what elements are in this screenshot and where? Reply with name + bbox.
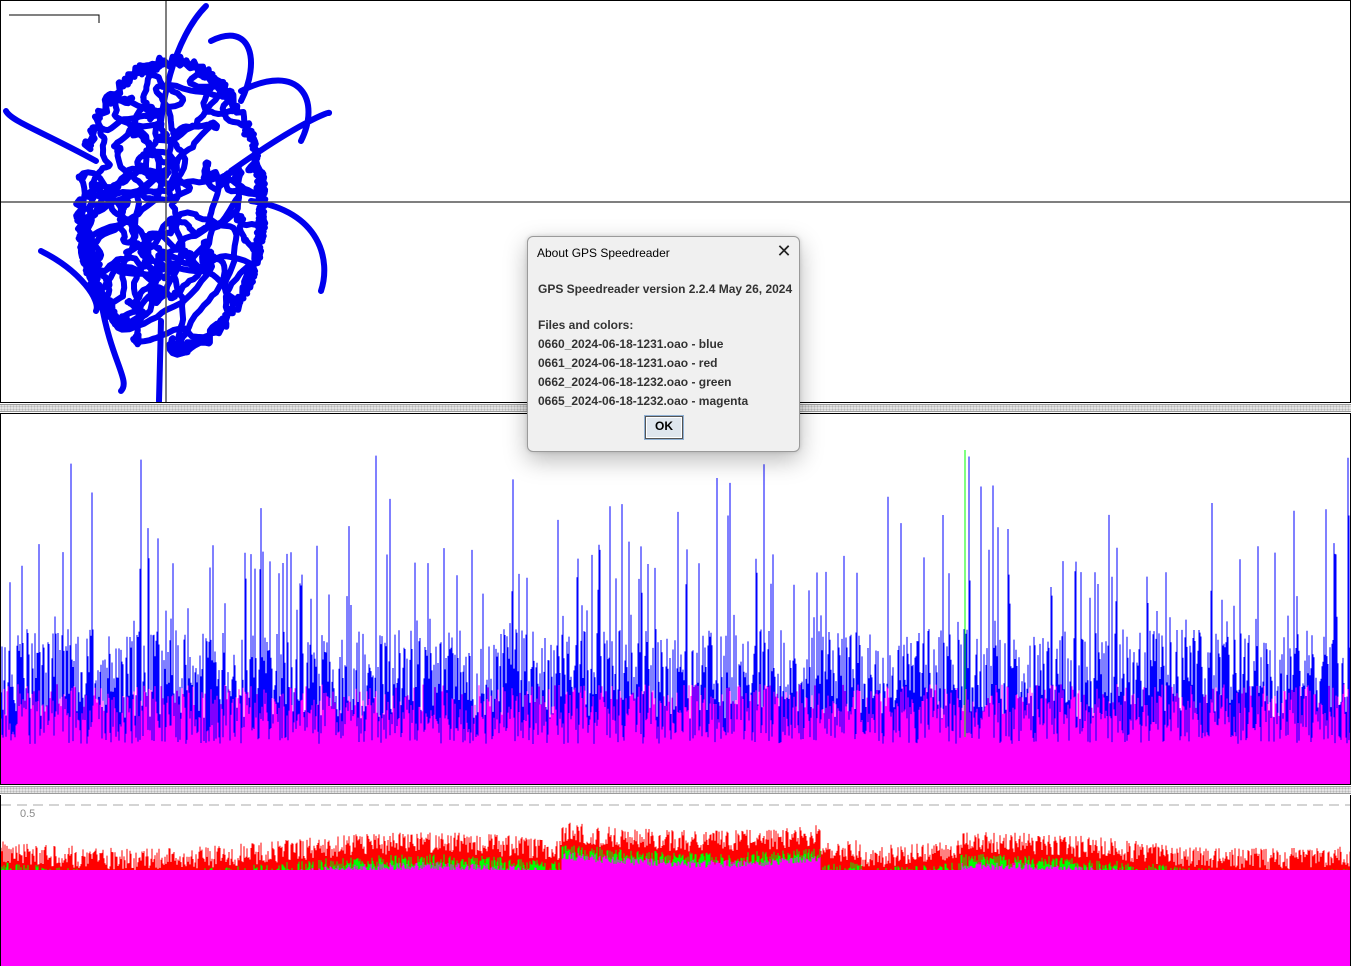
file-entry-magenta: 0665_2024-06-18-1232.oao - magenta: [538, 394, 749, 408]
speed-trace-magenta: [1, 684, 1350, 784]
close-icon[interactable]: ✕: [776, 241, 792, 261]
accuracy-plot: [1, 804, 1350, 966]
dialog-body: GPS Speedreader version 2.2.4 May 26, 20…: [538, 280, 792, 411]
files-heading: Files and colors:: [538, 318, 634, 332]
file-entry-green: 0662_2024-06-18-1232.oao - green: [538, 375, 732, 389]
speed-plot-panel[interactable]: [0, 413, 1351, 785]
ok-button[interactable]: OK: [645, 416, 683, 439]
about-dialog: About GPS Speedreader ✕ GPS Speedreader …: [527, 236, 800, 452]
dialog-titlebar[interactable]: About GPS Speedreader ✕: [528, 237, 799, 267]
scale-bar: [9, 14, 100, 23]
file-entry-red: 0661_2024-06-18-1231.oao - red: [538, 356, 718, 370]
speed-plot: [1, 450, 1350, 784]
dialog-title: About GPS Speedreader: [537, 246, 670, 260]
split-pane-divider-bottom[interactable]: [0, 786, 1351, 794]
version-text: GPS Speedreader version 2.2.4 May 26, 20…: [538, 282, 793, 296]
track-trace-blue: [3, 3, 333, 402]
accuracy-trace-magenta: [1, 852, 1350, 966]
accuracy-scale-label: 0.5: [20, 808, 36, 820]
file-entry-blue: 0660_2024-06-18-1231.oao - blue: [538, 337, 724, 351]
accuracy-plot-panel[interactable]: [0, 795, 1351, 966]
track-plot: [1, 1, 1350, 402]
